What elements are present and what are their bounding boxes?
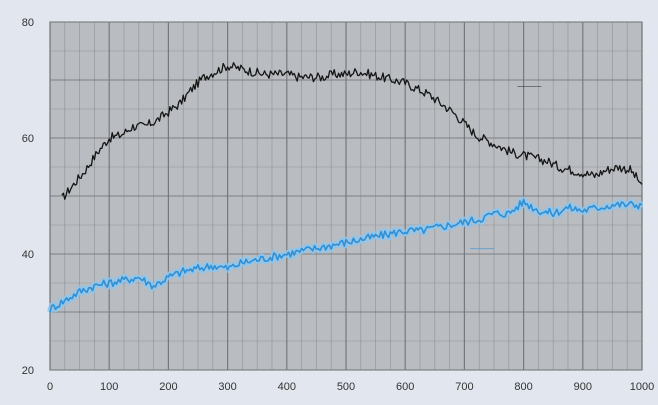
x-tick-label: 800 [514, 381, 532, 393]
axis-ticks: 0 100 200 300 400 500 600 700 800 900 1000 20 40 60 80 [22, 17, 654, 393]
y-tick-label: 60 [22, 133, 34, 145]
series-annotation: ——— [518, 82, 542, 91]
x-tick-label: 300 [218, 381, 236, 393]
x-tick-label: 500 [337, 381, 355, 393]
x-tick-label: 100 [100, 381, 118, 393]
series-lines [49, 62, 643, 313]
x-tick-label: 700 [455, 381, 473, 393]
y-tick-label: 40 [22, 249, 34, 261]
x-tick-label: 400 [278, 381, 296, 393]
x-tick-label: 1000 [630, 381, 654, 393]
y-tick-label: 80 [22, 17, 34, 29]
x-tick-label: 600 [396, 381, 414, 393]
x-tick-label: 200 [159, 381, 177, 393]
series-dark-line [61, 62, 643, 200]
series-annotation: ——— [470, 244, 494, 253]
series-blue-line [49, 198, 643, 313]
annotations: ——— ——— [470, 82, 541, 253]
y-tick-label: 20 [22, 365, 34, 377]
x-tick-label: 900 [574, 381, 592, 393]
x-tick-label: 0 [47, 381, 53, 393]
